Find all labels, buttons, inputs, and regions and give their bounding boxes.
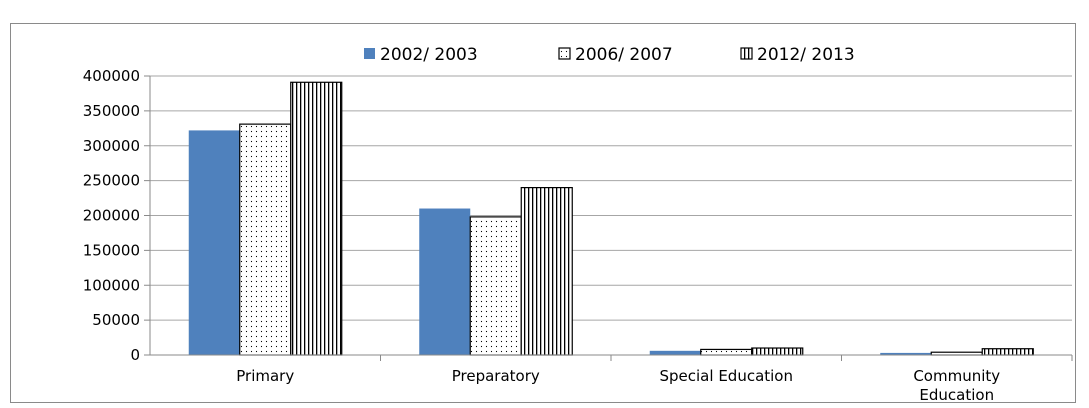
y-tick-label: 200000 [83,207,140,225]
bar [290,81,343,356]
bar [239,123,292,356]
bar [469,216,522,356]
y-tick-label: 50000 [92,311,140,329]
y-tick-label: 250000 [83,172,140,190]
bar [188,130,240,355]
x-tick-label: Preparatory [452,367,540,385]
y-tick-label: 350000 [83,102,140,120]
x-tick-label: Special Education [660,367,794,385]
bar [751,347,804,356]
bar [700,348,753,356]
bar [981,348,1034,356]
bar [880,352,932,355]
legend-swatch [740,47,753,60]
legend-swatch [558,47,571,60]
legend-label: 2002/ 2003 [380,45,478,65]
axes: 0 50000 100000 150000 200000 250000 300000 3500… [83,67,1073,404]
bar [419,208,471,355]
bar [649,350,701,355]
y-tick-label: 400000 [83,67,140,85]
x-tick-label: Community Education [913,367,1000,404]
bar [520,187,573,356]
y-tick-label: 150000 [83,241,140,259]
legend: 2002/ 2003 2006/ 2007 2012/ 2013 [364,45,855,65]
y-tick-label: 100000 [83,276,140,294]
legend-swatch [364,48,375,59]
x-tick-label: Primary [236,367,294,385]
y-tick-label: 0 [130,346,140,364]
bars [188,81,1034,356]
legend-label: 2012/ 2013 [757,45,855,65]
legend-label: 2006/ 2007 [575,45,673,65]
y-tick-label: 300000 [83,137,140,155]
